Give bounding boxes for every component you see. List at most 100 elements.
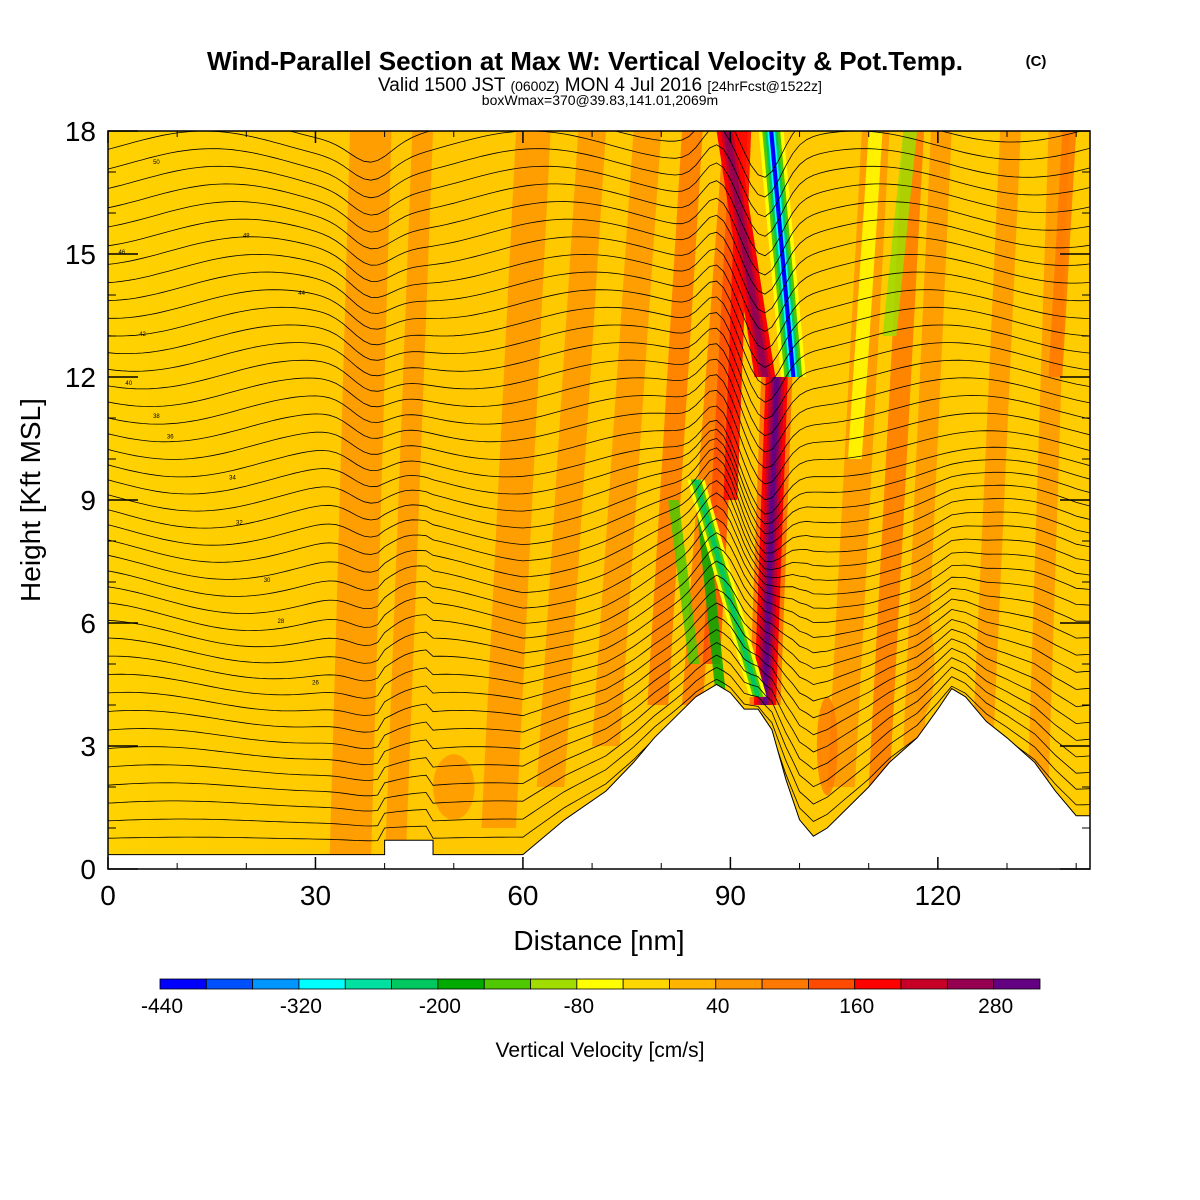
velocity-band-2 [481, 131, 551, 828]
velocity-band-3 [536, 131, 606, 787]
colorbar-swatch [483, 978, 531, 990]
contour-label: 46 [118, 250, 125, 256]
theta-contour-30 [108, 296, 1090, 386]
theta-contour-13 [108, 518, 1090, 632]
theta-contour-24 [108, 389, 1090, 485]
theta-contour-36 [108, 197, 1090, 276]
theta-contour-21 [108, 428, 1090, 525]
contour-label: 28 [278, 619, 285, 625]
velocity-band-12 [972, 131, 1021, 746]
colorbar-swatch [252, 978, 300, 990]
contour-label: 50 [153, 160, 160, 166]
theta-contour-22 [108, 419, 1090, 515]
theta-contour-35 [108, 214, 1090, 295]
velocity-band-16 [882, 131, 918, 336]
colorbar-swatch [391, 978, 439, 990]
contour-label: 32 [236, 521, 243, 527]
valid-prefix: Valid 1500 JST [378, 75, 506, 96]
theta-contour-2 [108, 666, 1090, 812]
colorbar-swatch [993, 978, 1041, 990]
theta-contour-31 [108, 280, 1090, 368]
colorbar-swatch [808, 978, 856, 990]
colorbar-tick-label: -320 [280, 995, 322, 1018]
box-max-info: boxWmax=370@39.83,141.01,2069m [482, 92, 718, 108]
y-tick-label: 9 [80, 485, 96, 516]
valid-time: Valid 1500 JST (0600Z) MON 4 Jul 2016 [2… [378, 75, 822, 96]
colorbar-swatch [576, 978, 624, 990]
theta-contour-37 [108, 180, 1090, 257]
colorbar-swatch [715, 978, 763, 990]
axis-ticks [107, 130, 1090, 870]
theta-contour-40 [108, 131, 1090, 198]
colorbar-tick-label: 160 [839, 995, 874, 1018]
colorbar-swatch [900, 978, 948, 990]
contour-label: 40 [125, 381, 132, 387]
y-tick-label: 6 [80, 608, 96, 639]
y-tick-label: 12 [65, 362, 96, 393]
colorbar-tick-label: -440 [141, 995, 183, 1018]
plot-area: 50 48 46 44 42 40 38 36 34 32 30 28 26 [108, 131, 1090, 869]
contour-label: 36 [167, 435, 174, 441]
velocity-band-1 [384, 131, 434, 869]
y-axis-label: Height [Kft MSL] [15, 398, 46, 602]
contour-label: 42 [139, 332, 146, 338]
contour-label: 44 [298, 291, 305, 297]
x-tick-label: 90 [715, 880, 746, 911]
theta-contour-28 [108, 327, 1090, 420]
colorbar-swatch [761, 978, 809, 990]
theta-contour-27 [108, 343, 1090, 437]
colorbar-tick-label: 40 [706, 995, 729, 1018]
colorbar-swatch [530, 978, 578, 990]
theta-contour-25 [108, 374, 1090, 469]
theta-contour-18 [108, 457, 1090, 554]
theta-contour-3 [108, 654, 1090, 797]
theta-contour-32 [108, 264, 1090, 350]
colorbar-tick-label: -200 [419, 995, 461, 1018]
theta-contour-19 [108, 447, 1090, 544]
x-tick-label: 120 [914, 880, 961, 911]
theta-contour-5 [108, 629, 1090, 766]
theta-contour-1 [108, 678, 1090, 827]
velocity-band-11 [903, 131, 952, 746]
contour-label: 34 [229, 476, 236, 482]
theta-contour-17 [108, 468, 1090, 563]
theta-contour-34 [108, 231, 1090, 314]
y-tick-label: 0 [80, 854, 96, 885]
colorbar-tick-labels: -440 -320 -200 -80 40 160 280 [141, 995, 1013, 1018]
downdraft-band-4 [769, 131, 796, 377]
updraft-band-4 [762, 377, 780, 705]
velocity-band-4 [592, 131, 662, 746]
theta-contour-14 [108, 505, 1090, 614]
velocity-band-17 [668, 500, 700, 664]
colorbar-tick-label: 280 [978, 995, 1013, 1018]
x-tick-labels: 0 30 60 90 120 [100, 880, 961, 911]
x-tick-label: 30 [300, 880, 331, 911]
velocity-band-18 [695, 500, 727, 705]
colorbar-tick-label: -80 [564, 995, 594, 1018]
theta-contour-38 [108, 162, 1090, 237]
colorbar-label: Vertical Velocity [cm/s] [496, 1039, 705, 1062]
colorbar-swatch [205, 978, 254, 990]
colorbar-swatch [298, 978, 346, 990]
theta-contour-10 [108, 560, 1090, 682]
colorbar-swatch [437, 978, 485, 990]
theta-contour-6 [108, 616, 1090, 750]
colorbar [159, 978, 1041, 990]
y-tick-labels: 0 3 6 9 12 15 18 [65, 116, 96, 885]
theta-contour-11 [108, 546, 1090, 664]
terrain [108, 683, 1090, 869]
contour-label: 38 [153, 414, 160, 420]
theta-contour-26 [108, 358, 1090, 453]
forecast-info: [24hrFcst@1522z] [707, 78, 822, 94]
theta-contour-4 [108, 642, 1090, 781]
velocity-band-15 [847, 131, 883, 459]
x-tick-label: 60 [507, 880, 538, 911]
theta-contour-7 [108, 602, 1090, 733]
theta-contour-9 [108, 574, 1090, 699]
y-tick-label: 3 [80, 731, 96, 762]
contour-label: 48 [243, 234, 250, 240]
colorbar-swatch [622, 978, 670, 990]
x-tick-label: 0 [100, 880, 116, 911]
y-tick-label: 15 [65, 239, 96, 270]
